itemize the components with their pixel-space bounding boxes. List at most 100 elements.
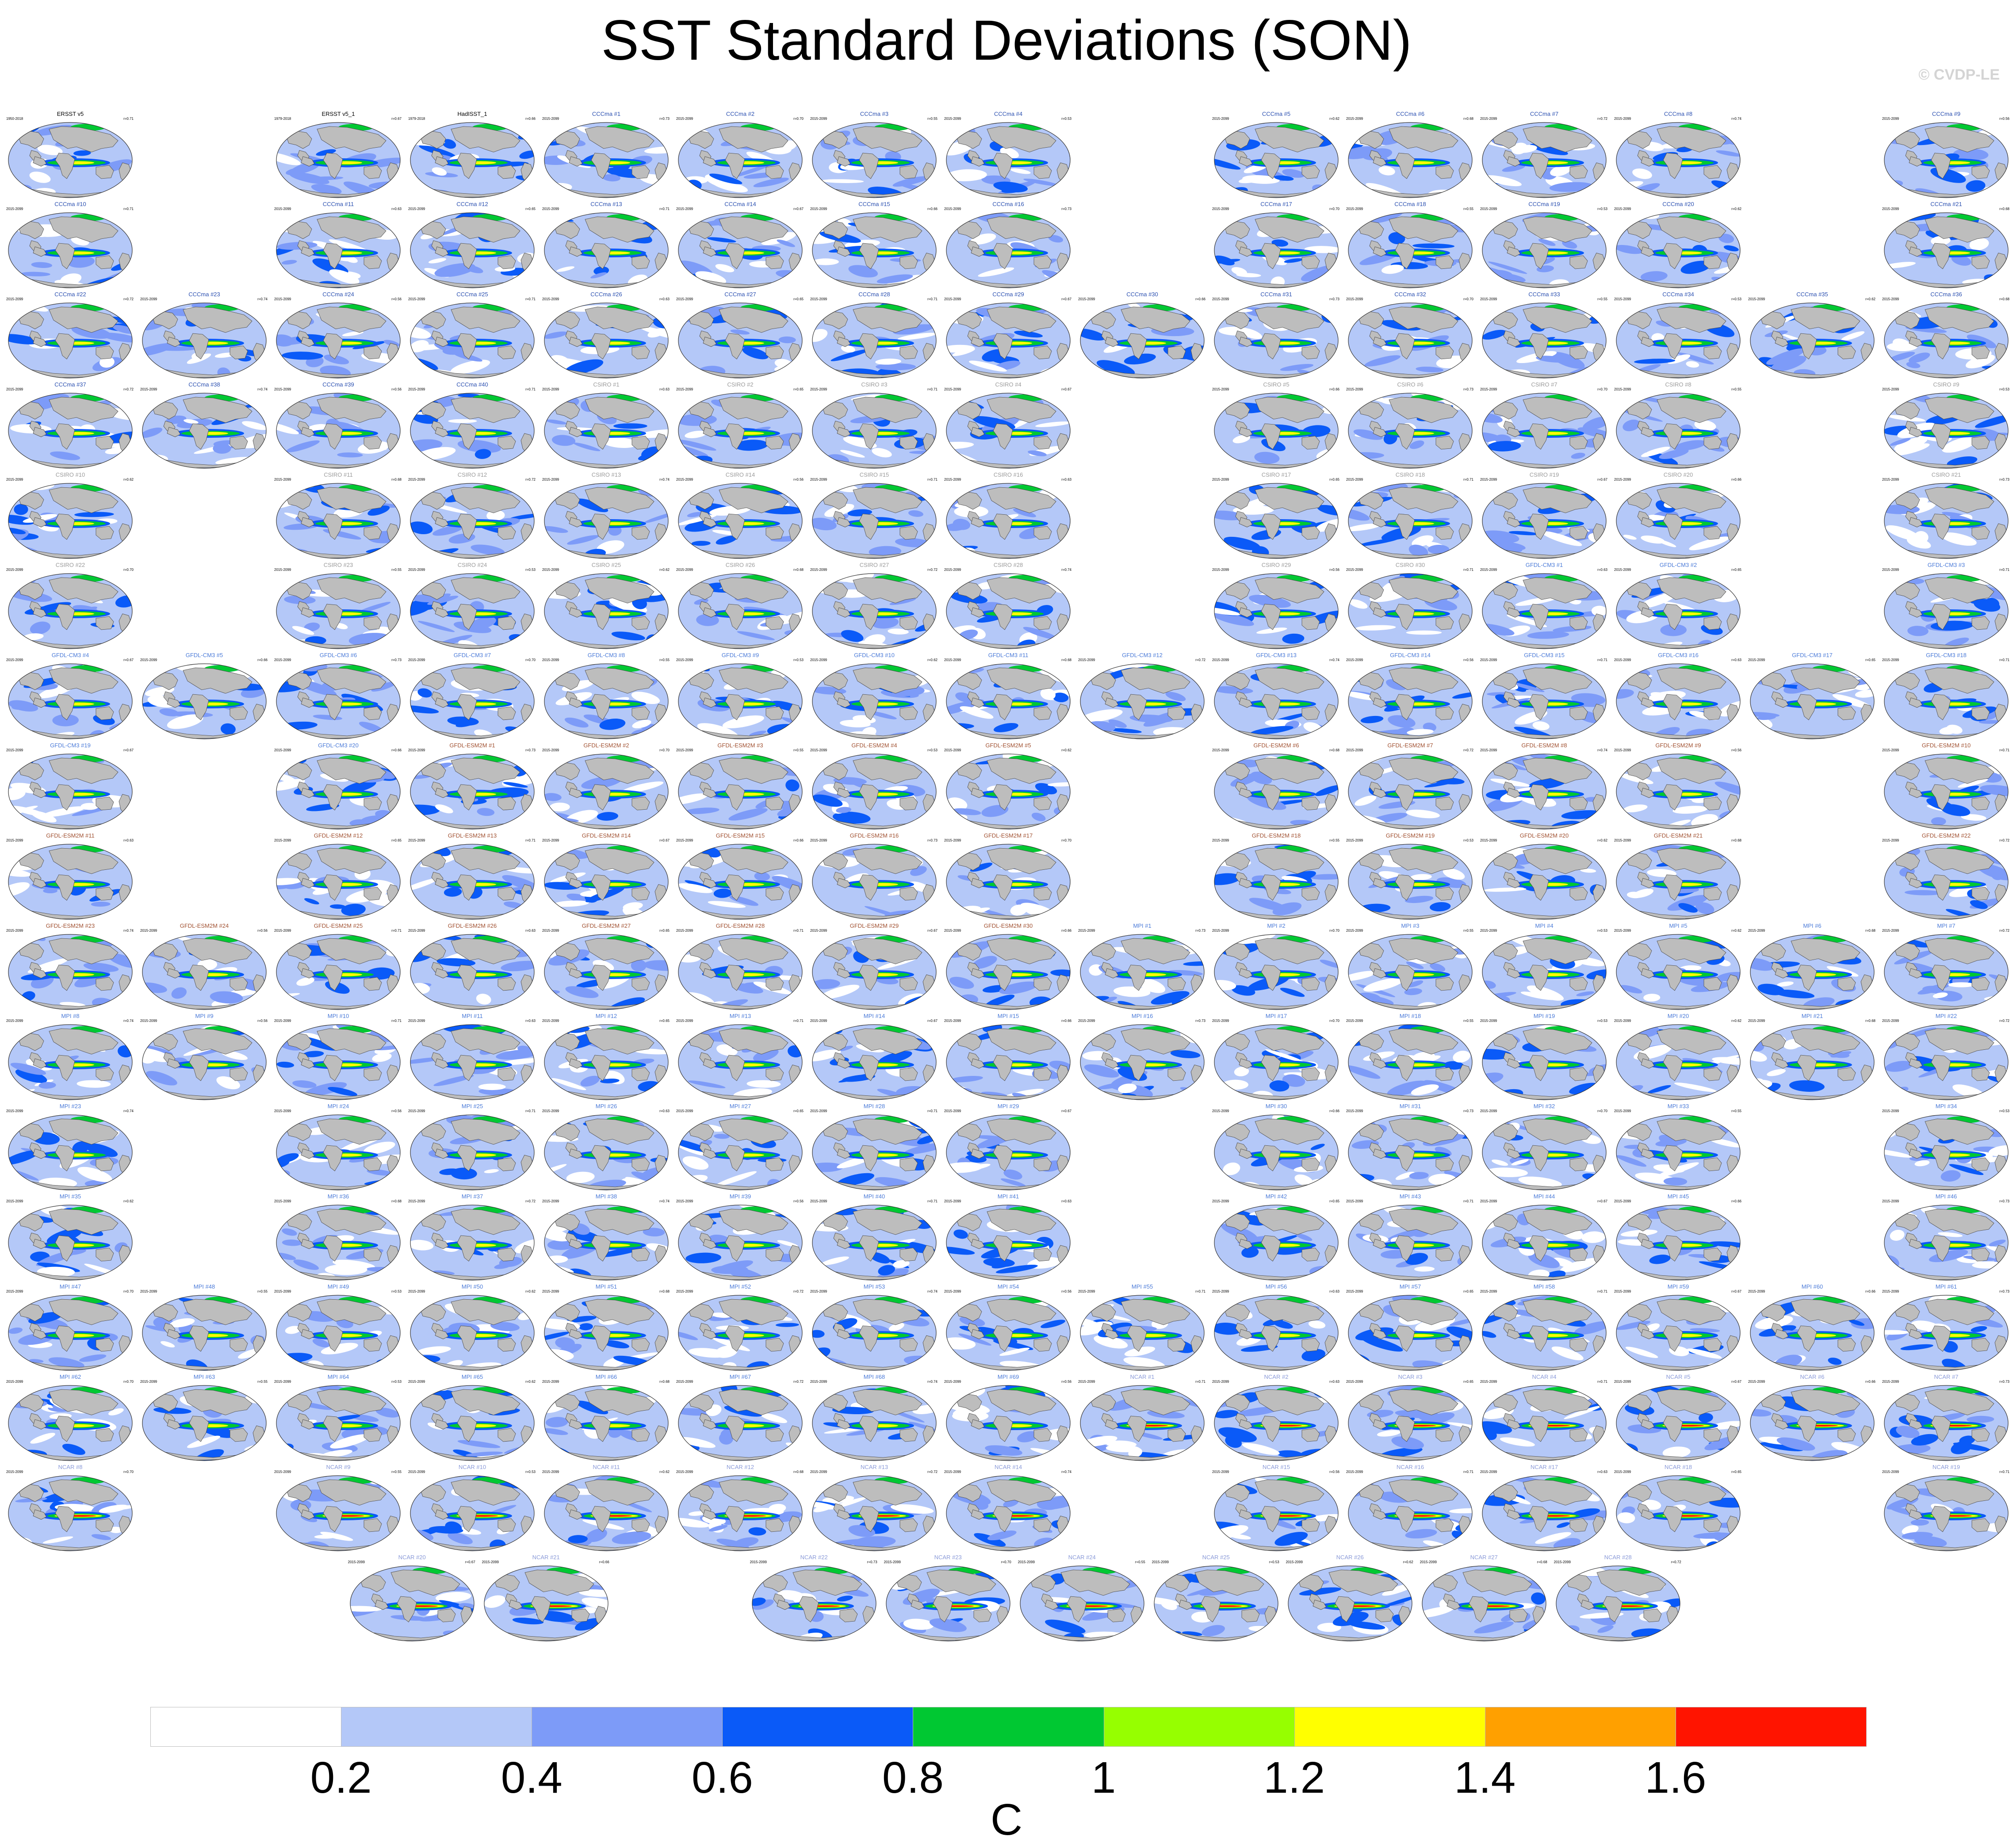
continent [364, 345, 382, 360]
continent [822, 401, 848, 420]
panel-title: CCCma #17 [1260, 201, 1292, 207]
continent [435, 517, 449, 528]
sst-variability-patch [1969, 238, 1989, 250]
continent [1395, 243, 1415, 269]
sst-variability-patch [1887, 415, 1925, 422]
sst-map [946, 663, 1071, 739]
sst-variability-patch [946, 723, 974, 730]
sst-variability-patch [99, 356, 115, 368]
map-panel: GFDL-ESM2M #1 2015-2099 r=0.73 [408, 742, 536, 830]
continent [286, 130, 312, 149]
panel-years: 2015-2099 [1346, 297, 1363, 301]
sst-map [1482, 1024, 1607, 1100]
map-panel: GFDL-CM3 #12 2015-2099 r=0.72 [1078, 652, 1206, 740]
continent [725, 423, 745, 450]
continent [1909, 246, 1923, 257]
continent [364, 1067, 382, 1081]
sst-variability-patch [1623, 535, 1637, 540]
sst-variability-patch [286, 440, 320, 452]
continent [1971, 255, 1990, 269]
sst-variability-patch [1983, 934, 2008, 942]
sst-variability-patch [590, 272, 607, 279]
sst-variability-patch [1571, 452, 1585, 459]
panel-correlation: r=0.70 [1597, 387, 1607, 391]
continent [1261, 423, 1281, 450]
continent [1626, 491, 1652, 510]
continent [457, 333, 477, 360]
sst-map [1214, 934, 1339, 1010]
panel-correlation: r=0.65 [793, 297, 804, 301]
sst-map [1348, 483, 1473, 559]
continent [585, 577, 654, 604]
sst-map [276, 663, 401, 739]
sst-map [276, 573, 401, 649]
continent [1925, 306, 1994, 333]
sst-map [1348, 393, 1473, 469]
sst-variability-patch [830, 349, 869, 361]
map-panel: GFDL-ESM2M #23 2015-2099 r=0.74 [6, 922, 134, 1011]
sst-variability-patch [919, 664, 936, 674]
sst-variability-patch [432, 525, 463, 536]
continent [301, 517, 315, 528]
sst-map [1616, 212, 1741, 288]
map-outline [1616, 483, 1741, 559]
panel-correlation: r=0.62 [1329, 117, 1339, 121]
continent [1703, 345, 1722, 360]
panel-correlation: r=0.56 [793, 478, 804, 482]
map-panel: GFDL-ESM2M #5 2015-2099 r=0.62 [944, 742, 1072, 830]
panel-title: CCCma #37 [54, 381, 86, 388]
continent [591, 604, 611, 630]
continent [1703, 616, 1722, 630]
continent [1569, 887, 1588, 901]
continent [1435, 345, 1454, 360]
sst-map [142, 934, 267, 1010]
map-panel: MPI #25 2015-2099 r=0.71 [408, 1103, 536, 1191]
continent [1301, 887, 1320, 901]
panel-years: 2015-2099 [274, 478, 291, 482]
map-panel: MPI #9 2015-2099 r=0.56 [140, 1013, 268, 1101]
sst-variability-patch [1412, 243, 1455, 249]
continent [1931, 513, 1951, 540]
continent [1395, 513, 1415, 540]
map-outline [1214, 483, 1339, 559]
sst-variability-patch [715, 264, 735, 272]
continent [1033, 796, 1052, 811]
continent [435, 427, 449, 437]
continent [1301, 526, 1320, 540]
sst-variability-patch [1214, 510, 1244, 520]
continent [859, 423, 879, 450]
sst-variability-patch [213, 443, 231, 454]
map-outline [1616, 122, 1741, 198]
sst-variability-patch [337, 452, 363, 458]
sst-variability-patch [691, 541, 711, 546]
continent [1239, 156, 1253, 167]
map-outline [1884, 212, 2009, 288]
sst-variability-patch [687, 512, 704, 517]
sst-map [678, 1024, 803, 1100]
continent [55, 153, 75, 179]
map-panel: CCCma #28 2015-2099 r=0.71 [810, 291, 938, 379]
sst-variability-patch [1035, 421, 1070, 427]
sst-variability-patch [1416, 367, 1444, 372]
map-outline [678, 302, 803, 379]
continent [1261, 333, 1281, 360]
panel-correlation: r=0.53 [1999, 387, 2009, 391]
panel-title: CCCma #15 [858, 201, 890, 207]
panel-years: 2015-2099 [676, 297, 693, 301]
continent [1523, 216, 1592, 243]
continent [189, 423, 209, 450]
sst-variability-patch [1427, 544, 1449, 554]
sst-variability-patch [872, 617, 899, 629]
panel-correlation: r=0.66 [525, 117, 536, 121]
continent [451, 306, 520, 333]
continent [837, 156, 851, 167]
sst-variability-patch [1412, 535, 1434, 547]
sst-variability-patch [716, 536, 737, 545]
continent [1224, 491, 1250, 510]
continent [631, 1157, 650, 1171]
panel-years: 2015-2099 [944, 207, 961, 211]
panel-correlation: r=0.70 [1329, 207, 1339, 211]
map-outline [410, 302, 535, 379]
map-panel: MPI #21 2015-2099 r=0.68 [1748, 1013, 1876, 1101]
sst-variability-patch [1941, 532, 1977, 546]
